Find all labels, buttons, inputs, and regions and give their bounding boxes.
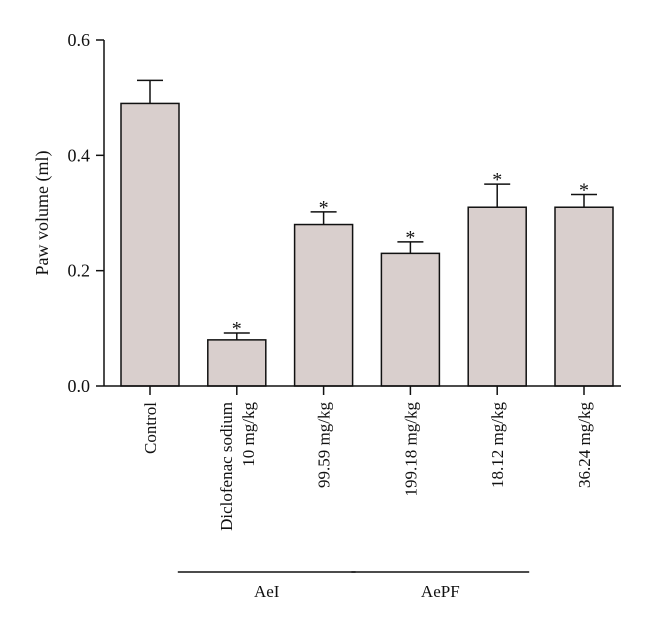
y-tick-label: 0.0 (68, 376, 91, 396)
x-category-label: 199.18 mg/kg (401, 402, 420, 497)
bar (207, 339, 267, 387)
x-category-label: Diclofenac sodium (217, 402, 236, 531)
x-category-label: 99.59 mg/kg (315, 402, 334, 488)
significance-marker: * (579, 180, 589, 202)
y-tick-label: 0.2 (68, 261, 91, 281)
plot-area: 0.0 0.2 0.4 0.6 Control * Diclofenac sodium 10 … (68, 30, 621, 601)
y-tick-label: 0.6 (68, 30, 91, 50)
bar (467, 206, 527, 387)
bar (293, 223, 354, 387)
significance-marker: * (492, 169, 502, 191)
group-label: AeI (254, 582, 280, 601)
bar (380, 252, 441, 387)
x-category-label: 18.12 mg/kg (488, 402, 507, 488)
y-axis-title: Paw volume (ml) (32, 151, 53, 276)
significance-marker: * (319, 197, 329, 219)
bar (554, 206, 614, 387)
x-category-label: 36.24 mg/kg (575, 402, 594, 488)
significance-marker: * (232, 318, 242, 340)
significance-marker: * (405, 227, 415, 249)
bar (120, 102, 180, 387)
x-category-label: 10 mg/kg (239, 402, 258, 467)
group-label: AePF (421, 582, 460, 601)
y-tick-label: 0.4 (68, 145, 91, 165)
x-category-label: Control (141, 402, 160, 454)
